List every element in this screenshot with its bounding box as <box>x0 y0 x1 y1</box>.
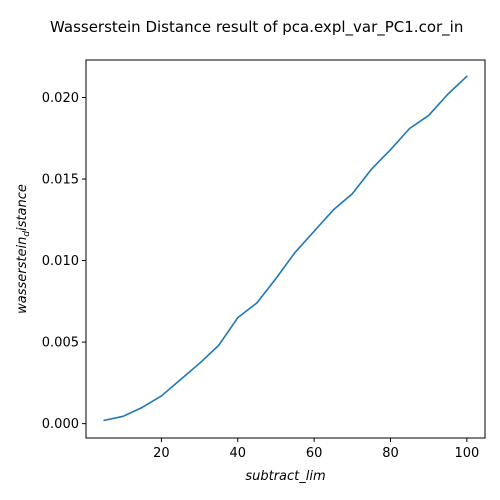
chart-title: Wasserstein Distance result of pca.expl_… <box>50 18 463 37</box>
x-tick-label: 100 <box>454 446 479 461</box>
y-tick-label: 0.010 <box>42 254 79 269</box>
x-axis-ticks: 20 40 60 80 100 <box>153 438 479 461</box>
y-tick-label: 0.020 <box>42 91 79 106</box>
y-tick-label: 0.005 <box>42 336 79 351</box>
y-tick-label: 0.015 <box>42 173 79 188</box>
x-tick-label: 40 <box>229 446 246 461</box>
series-line <box>103 75 468 422</box>
x-tick-label: 20 <box>153 446 170 461</box>
series-layer <box>103 75 468 422</box>
x-tick-label: 60 <box>306 446 323 461</box>
y-axis-label: wassersteindistance <box>15 184 32 314</box>
x-axis-label: subtract_lim <box>245 469 325 484</box>
plot-frame <box>85 59 486 439</box>
y-axis-label-main: wasserstein <box>15 237 30 314</box>
x-tick-label: 80 <box>382 446 399 461</box>
y-tick-label: 0.000 <box>42 417 79 432</box>
y-axis-ticks: 0.000 0.005 0.010 0.015 0.020 <box>42 91 86 432</box>
y-axis-label-subscript: d <box>22 231 32 237</box>
y-axis-label-rest: istance <box>15 184 30 231</box>
